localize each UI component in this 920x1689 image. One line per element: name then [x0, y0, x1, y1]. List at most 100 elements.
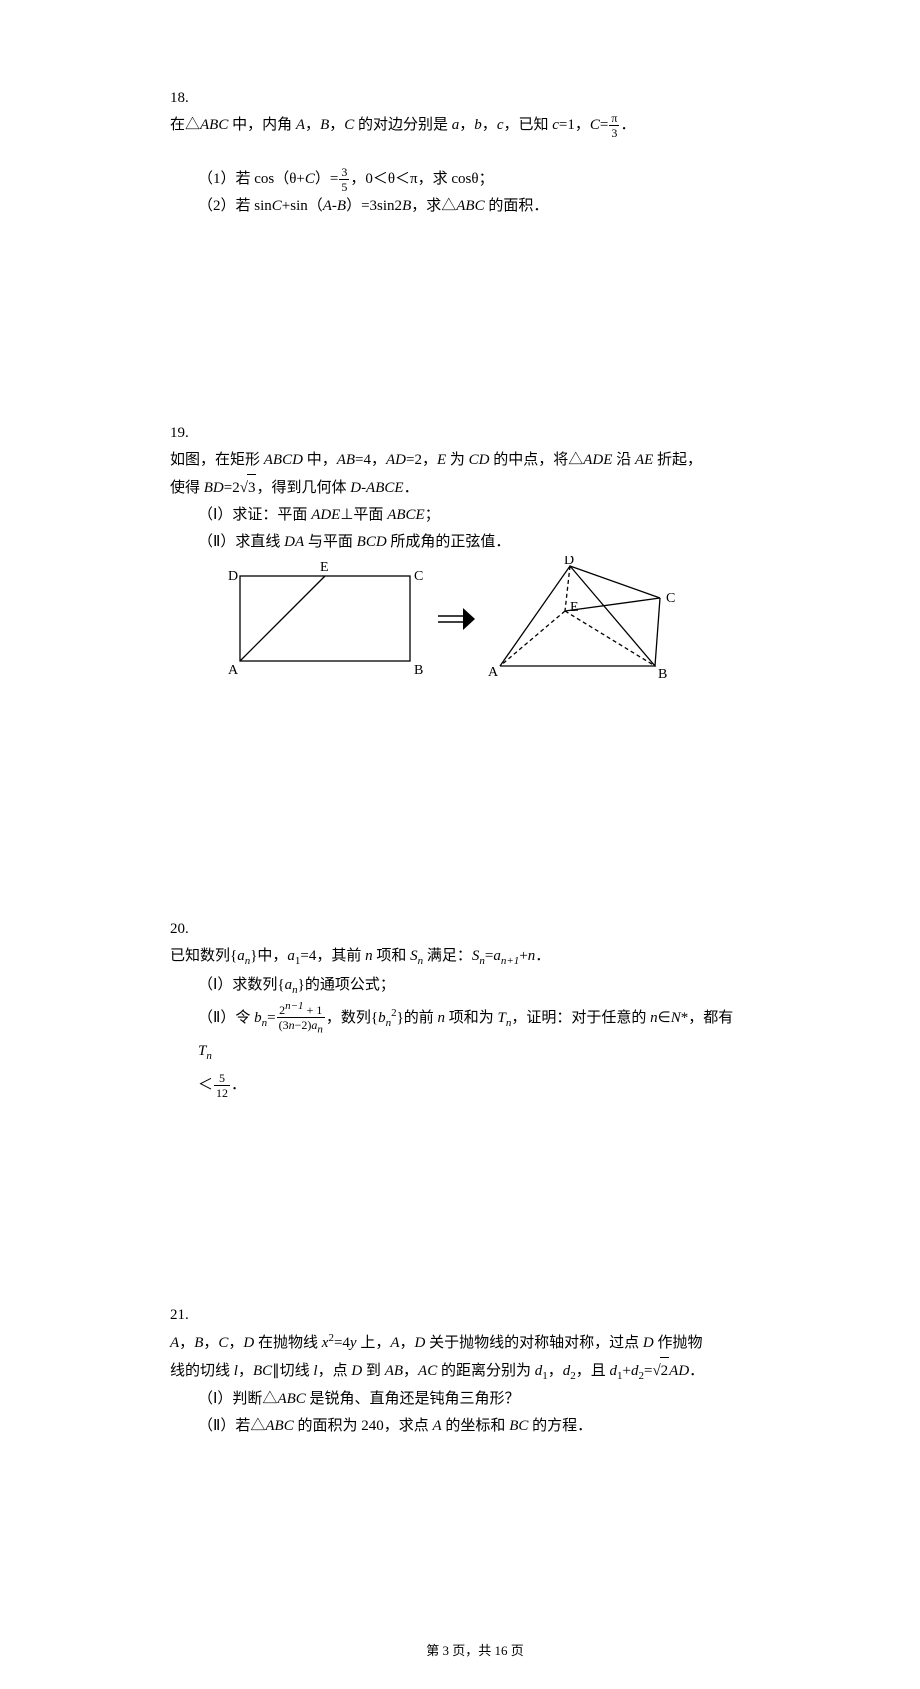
denominator: 12 [214, 1086, 230, 1099]
var: b [378, 1010, 386, 1026]
var: a [285, 977, 293, 993]
fraction: 512 [214, 1072, 230, 1099]
text: + [623, 1363, 631, 1379]
var: A [296, 117, 305, 133]
text: ． [689, 1363, 704, 1379]
text: 项和 [373, 948, 411, 964]
problem-19: 19. 如图，在矩形 ABCD 中，AB=4，AD=2，E 为 CD 的中点，将… [170, 420, 780, 686]
var: C [305, 171, 315, 187]
label-E: E [320, 560, 329, 575]
text: 的方程． [528, 1418, 592, 1434]
text: ，点 [318, 1363, 352, 1379]
text: 如图，在矩形 [170, 452, 264, 468]
sqrt: 2 [660, 1357, 670, 1385]
var: CD [469, 452, 490, 468]
problem-body: 已知数列{an}中，a1=4，其前 n 项和 Sn 满足：Sn=an+1+n． … [170, 943, 750, 1102]
text: 折起， [653, 452, 702, 468]
text: ． [231, 1077, 246, 1093]
var: a [287, 948, 295, 964]
var: C [272, 198, 282, 214]
text: ． [620, 117, 635, 133]
var: AE [635, 452, 653, 468]
problem-number: 20. [170, 916, 198, 943]
text: = [600, 117, 608, 133]
var: n [438, 1010, 446, 1026]
text: 关于抛物线的对称轴对称，过点 [425, 1335, 643, 1351]
figure-19: D E C A B [220, 556, 690, 686]
text: ． [535, 948, 550, 964]
var: d [631, 1363, 639, 1379]
var: B [194, 1335, 203, 1351]
page-footer: 第 3 页，共 16 页 [170, 1640, 780, 1659]
var: x [322, 1335, 329, 1351]
text: 在抛物线 [254, 1335, 322, 1351]
text: ， [179, 1335, 194, 1351]
denominator: (3n−2)an [277, 1018, 325, 1035]
var: BCD [357, 534, 387, 550]
sub: n [206, 1050, 212, 1062]
text: 项和为 [445, 1010, 498, 1026]
text: 为 [446, 452, 469, 468]
var: B [320, 117, 329, 133]
t: n [317, 1023, 323, 1035]
text: ， [228, 1335, 243, 1351]
var: A [390, 1335, 399, 1351]
text: ，且 [576, 1363, 610, 1379]
subproblem-2: （Ⅱ）令 bn=2n−1 + 1(3n−2)an，数列{bn2}的前 n 项和为… [170, 1001, 750, 1102]
text: ）=3sin2 [346, 198, 402, 214]
text: + [519, 948, 527, 964]
text: =2 [224, 480, 240, 496]
var: ABC [456, 198, 484, 214]
numerator: 2n−1 + 1 [277, 1001, 325, 1018]
text: 的面积为 240，求点 [294, 1418, 433, 1434]
text: ， [482, 117, 497, 133]
text: 是锐角、直角还是钝角三角形？ [306, 1391, 520, 1407]
fraction: 2n−1 + 1(3n−2)an [277, 1001, 325, 1035]
text: =4 [334, 1335, 350, 1351]
var: ABCE [387, 507, 425, 523]
var: T [498, 1010, 506, 1026]
var: D [351, 1363, 362, 1379]
var: D [243, 1335, 254, 1351]
t: −2) [295, 1018, 312, 1032]
var: A [323, 198, 332, 214]
subproblem-2: （2）若 sinC+sin（A-B）=3sin2B，求△ABC 的面积． [170, 193, 750, 220]
label-C: C [666, 591, 675, 606]
text: （Ⅰ）判断△ [198, 1391, 277, 1407]
text: （1）若 cos（θ+ [198, 171, 305, 187]
text: ； [425, 507, 440, 523]
var: S [410, 948, 418, 964]
text: =1， [559, 117, 590, 133]
text: 的中点，将△ [490, 452, 584, 468]
text: 的坐标和 [442, 1418, 510, 1434]
text: ，数列{ [326, 1010, 378, 1026]
numerator: 5 [214, 1072, 230, 1086]
text: ⊥平面 [340, 507, 387, 523]
text: ）= [315, 171, 338, 187]
var: E [437, 452, 446, 468]
numerator: π [609, 112, 619, 126]
text: （Ⅱ）若△ [198, 1418, 265, 1434]
text: 中，内角 [228, 117, 296, 133]
label-D: D [564, 556, 574, 568]
problem-number: 18. [170, 85, 198, 112]
text: +sin（ [282, 198, 323, 214]
subproblem-1: （1）若 cos（θ+C）=35，0＜θ＜π，求 cosθ； [170, 166, 750, 193]
text: ， [203, 1335, 218, 1351]
text: 的面积． [485, 198, 549, 214]
text: ∈ [658, 1010, 671, 1026]
var: ABC [200, 117, 228, 133]
t: + 1 [304, 1003, 323, 1017]
var: B [337, 198, 346, 214]
text: }中， [250, 948, 287, 964]
text: ，证明：对于任意的 [511, 1010, 650, 1026]
text: = [644, 1363, 652, 1379]
text: ＜ [198, 1077, 213, 1093]
subproblem-1: （Ⅰ）求证：平面 ADE⊥平面 ABCE； [170, 502, 750, 529]
var: ADE [311, 507, 340, 523]
var: AD [386, 452, 406, 468]
label-D: D [228, 569, 238, 584]
label-A: A [228, 663, 239, 678]
page: 18. 在△ABC 中，内角 A，B，C 的对边分别是 a，b，c，已知 c=1… [0, 0, 920, 1689]
subproblem-2: （Ⅱ）求直线 DA 与平面 BCD 所成角的正弦值． [170, 529, 750, 556]
